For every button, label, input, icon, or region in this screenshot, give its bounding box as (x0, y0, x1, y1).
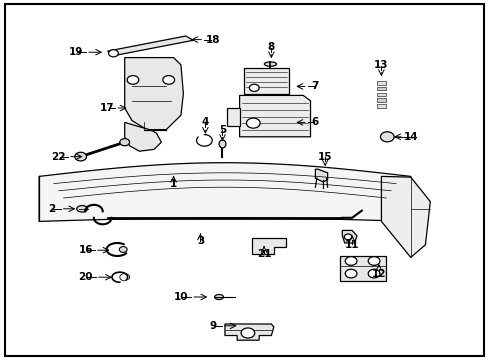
Polygon shape (39, 163, 410, 221)
Text: 19: 19 (68, 47, 83, 57)
Text: 15: 15 (317, 152, 332, 162)
Ellipse shape (77, 206, 87, 212)
Text: 6: 6 (311, 117, 318, 127)
Polygon shape (376, 104, 386, 108)
Polygon shape (376, 81, 386, 85)
Text: 12: 12 (371, 269, 386, 279)
Text: 1: 1 (170, 179, 177, 189)
Text: 17: 17 (100, 103, 115, 113)
Text: 18: 18 (205, 35, 220, 45)
Circle shape (367, 257, 379, 265)
Circle shape (108, 50, 118, 57)
Circle shape (163, 76, 174, 84)
Polygon shape (342, 230, 356, 243)
Circle shape (127, 76, 139, 84)
Text: 7: 7 (311, 81, 319, 91)
Ellipse shape (264, 62, 276, 66)
Polygon shape (224, 324, 273, 340)
Text: 4: 4 (201, 117, 209, 127)
Polygon shape (251, 238, 285, 254)
Text: 9: 9 (209, 321, 216, 331)
Polygon shape (124, 58, 183, 130)
Polygon shape (376, 87, 386, 90)
Polygon shape (124, 122, 161, 151)
Text: 2: 2 (48, 204, 55, 214)
Circle shape (380, 132, 393, 142)
Ellipse shape (219, 140, 225, 148)
Text: 3: 3 (197, 236, 203, 246)
Polygon shape (244, 68, 288, 94)
Text: 13: 13 (373, 60, 388, 70)
Circle shape (120, 139, 129, 146)
Text: 20: 20 (78, 272, 93, 282)
Text: 21: 21 (256, 249, 271, 259)
Circle shape (246, 118, 260, 128)
Circle shape (345, 269, 356, 278)
Text: 11: 11 (344, 240, 359, 250)
Polygon shape (315, 169, 327, 182)
Ellipse shape (214, 294, 223, 300)
Polygon shape (376, 98, 386, 102)
Polygon shape (239, 95, 310, 137)
Text: 8: 8 (267, 42, 274, 52)
Circle shape (75, 152, 86, 161)
Polygon shape (339, 256, 386, 281)
Polygon shape (227, 108, 239, 126)
Circle shape (241, 328, 254, 338)
Circle shape (249, 84, 259, 91)
Text: 10: 10 (173, 292, 188, 302)
Text: 14: 14 (403, 132, 417, 142)
Circle shape (119, 247, 127, 252)
Text: 16: 16 (78, 245, 93, 255)
Polygon shape (376, 93, 386, 96)
Circle shape (344, 234, 351, 240)
Text: 5: 5 (219, 125, 225, 135)
Text: 22: 22 (51, 152, 66, 162)
Circle shape (345, 257, 356, 265)
Circle shape (367, 269, 379, 278)
Polygon shape (381, 176, 429, 257)
Polygon shape (107, 36, 193, 55)
